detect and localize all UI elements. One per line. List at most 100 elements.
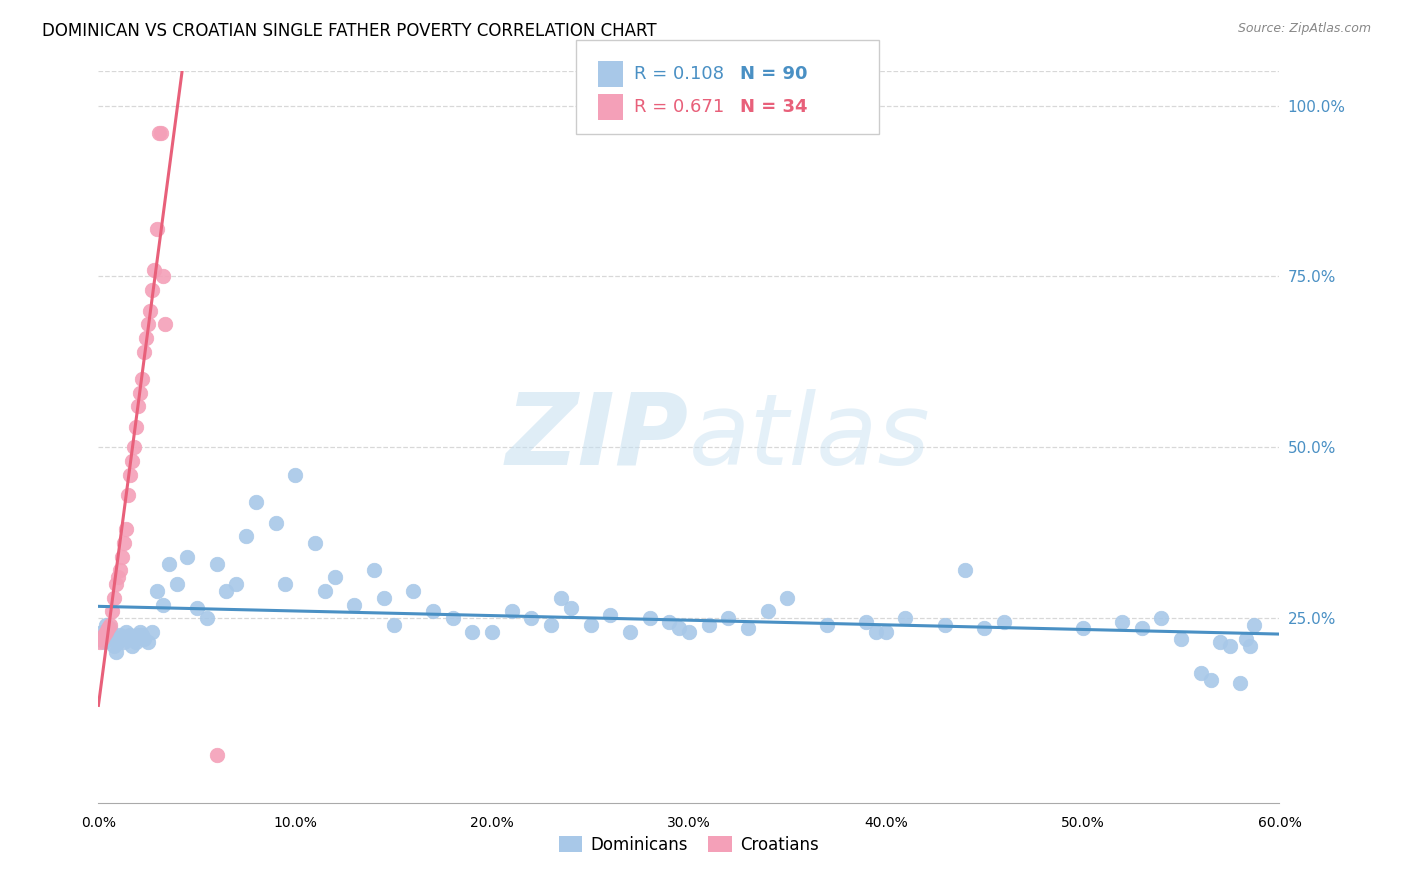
Point bbox=[89, 635, 111, 649]
Point bbox=[215, 583, 238, 598]
Point bbox=[136, 635, 159, 649]
Point bbox=[441, 611, 464, 625]
Point bbox=[1189, 665, 1212, 680]
Point bbox=[141, 624, 163, 639]
Point bbox=[107, 570, 129, 584]
Point bbox=[125, 635, 148, 649]
Point bbox=[157, 557, 180, 571]
Point bbox=[599, 607, 621, 622]
Point bbox=[865, 624, 887, 639]
Text: N = 90: N = 90 bbox=[740, 65, 807, 83]
Point bbox=[115, 522, 138, 536]
Point bbox=[108, 563, 131, 577]
Point bbox=[697, 618, 720, 632]
Point bbox=[121, 639, 143, 653]
Point bbox=[112, 536, 135, 550]
Point bbox=[1150, 611, 1173, 625]
Point bbox=[1170, 632, 1192, 646]
Point bbox=[540, 618, 562, 632]
Point bbox=[1219, 639, 1241, 653]
Point bbox=[105, 577, 128, 591]
Point bbox=[122, 440, 145, 454]
Point bbox=[274, 577, 297, 591]
Point bbox=[195, 611, 218, 625]
Point bbox=[148, 126, 170, 140]
Point bbox=[875, 624, 897, 639]
Point bbox=[132, 632, 155, 646]
Point bbox=[101, 628, 124, 642]
Text: ZIP: ZIP bbox=[506, 389, 689, 485]
Point bbox=[166, 577, 188, 591]
Point bbox=[382, 618, 405, 632]
Point bbox=[402, 583, 425, 598]
Point bbox=[111, 549, 134, 564]
Point bbox=[1111, 615, 1133, 629]
Point bbox=[96, 624, 118, 639]
Point bbox=[97, 622, 120, 636]
Point bbox=[373, 591, 395, 605]
Point bbox=[136, 318, 159, 332]
Point bbox=[103, 591, 125, 605]
Point bbox=[117, 632, 139, 646]
Point bbox=[142, 262, 165, 277]
Point bbox=[127, 628, 149, 642]
Point bbox=[993, 615, 1015, 629]
Point bbox=[93, 628, 115, 642]
Point bbox=[245, 495, 267, 509]
Point bbox=[101, 604, 124, 618]
Point bbox=[1130, 622, 1153, 636]
Point bbox=[953, 563, 976, 577]
Point bbox=[1199, 673, 1222, 687]
Point bbox=[304, 536, 326, 550]
Point bbox=[579, 618, 602, 632]
Point bbox=[776, 591, 799, 605]
Point bbox=[141, 283, 163, 297]
Point bbox=[520, 611, 543, 625]
Point bbox=[235, 529, 257, 543]
Point bbox=[638, 611, 661, 625]
Point bbox=[152, 269, 174, 284]
Point bbox=[127, 400, 149, 414]
Point bbox=[98, 618, 121, 632]
Legend: Dominicans, Croatians: Dominicans, Croatians bbox=[553, 829, 825, 860]
Point bbox=[118, 467, 141, 482]
Point bbox=[135, 331, 157, 345]
Point bbox=[314, 583, 336, 598]
Point bbox=[115, 624, 138, 639]
Point bbox=[146, 221, 169, 235]
Point bbox=[855, 615, 877, 629]
Point bbox=[128, 385, 150, 400]
Point bbox=[1243, 618, 1265, 632]
Point bbox=[550, 591, 572, 605]
Point bbox=[668, 622, 690, 636]
Point bbox=[205, 747, 228, 762]
Point bbox=[323, 570, 346, 584]
Point bbox=[756, 604, 779, 618]
Point bbox=[112, 635, 135, 649]
Point bbox=[176, 549, 198, 564]
Point bbox=[619, 624, 641, 639]
Point bbox=[501, 604, 523, 618]
Point bbox=[284, 467, 307, 482]
Point bbox=[138, 303, 160, 318]
Point bbox=[91, 632, 114, 646]
Point bbox=[121, 454, 143, 468]
Point bbox=[1239, 639, 1261, 653]
Point bbox=[1234, 632, 1257, 646]
Point bbox=[107, 635, 129, 649]
Point bbox=[678, 624, 700, 639]
Point bbox=[108, 628, 131, 642]
Point bbox=[111, 632, 134, 646]
Point bbox=[717, 611, 740, 625]
Point bbox=[343, 598, 366, 612]
Point bbox=[481, 624, 503, 639]
Point bbox=[150, 126, 173, 140]
Point bbox=[1071, 622, 1094, 636]
Point bbox=[264, 516, 287, 530]
Point bbox=[97, 632, 120, 646]
Point bbox=[186, 601, 208, 615]
Point bbox=[93, 635, 115, 649]
Point bbox=[422, 604, 444, 618]
Point bbox=[117, 488, 139, 502]
Text: Source: ZipAtlas.com: Source: ZipAtlas.com bbox=[1237, 22, 1371, 36]
